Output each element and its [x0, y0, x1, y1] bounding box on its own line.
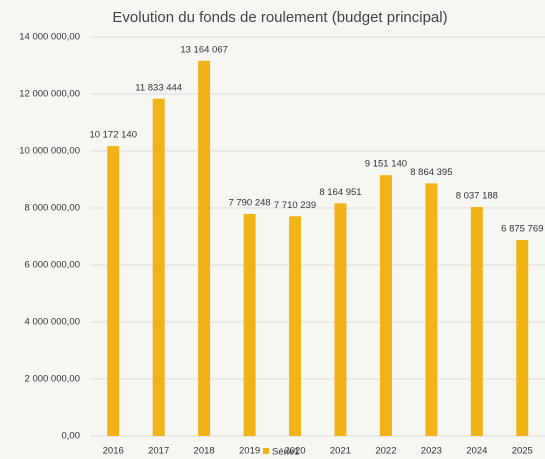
bar — [334, 203, 347, 436]
x-tick-label: 2017 — [148, 446, 169, 457]
data-label: 9 151 140 — [365, 159, 407, 170]
data-label: 13 164 067 — [180, 44, 228, 55]
data-label: 8 164 951 — [319, 187, 361, 198]
x-tick-label: 2020 — [284, 446, 305, 457]
data-label: 11 833 444 — [135, 82, 182, 93]
x-tick-label: 2016 — [103, 446, 124, 457]
y-tick-label: 2 000 000,00 — [25, 374, 80, 385]
bar — [107, 146, 120, 437]
bar — [198, 60, 211, 436]
chart-title: Evolution du fonds de roulement (budget … — [112, 9, 447, 26]
data-label: 7 790 248 — [228, 197, 270, 208]
y-tick-label: 14 000 000,00 — [19, 32, 80, 43]
x-tick-label: 2018 — [194, 446, 215, 457]
x-tick-label: 2025 — [512, 446, 533, 457]
data-label: 6 875 769 — [501, 224, 543, 235]
bar — [516, 240, 529, 436]
y-tick-label: 12 000 000,00 — [19, 89, 80, 100]
x-tick-label: 2023 — [421, 446, 442, 457]
x-tick-label: 2024 — [466, 446, 487, 457]
data-label: 7 710 239 — [274, 200, 316, 211]
bar — [470, 206, 483, 436]
bar — [379, 175, 392, 436]
data-label: 8 864 395 — [410, 167, 452, 178]
bar — [152, 98, 165, 436]
bar — [289, 216, 302, 436]
data-label: 10 172 140 — [89, 130, 137, 141]
x-tick-label: 2019 — [239, 446, 260, 457]
legend-swatch — [263, 448, 269, 454]
x-tick-label: 2022 — [375, 446, 396, 457]
y-tick-label: 6 000 000,00 — [25, 260, 80, 271]
y-tick-label: 0,00 — [62, 431, 81, 442]
y-tick-label: 8 000 000,00 — [25, 203, 80, 214]
x-tick-label: 2021 — [330, 446, 351, 457]
bar — [243, 213, 256, 436]
legend-label: Série1 — [272, 447, 299, 458]
bar — [425, 183, 438, 436]
y-tick-label: 4 000 000,00 — [25, 317, 80, 328]
data-label: 8 037 188 — [456, 190, 498, 201]
y-tick-label: 10 000 000,00 — [19, 146, 80, 157]
